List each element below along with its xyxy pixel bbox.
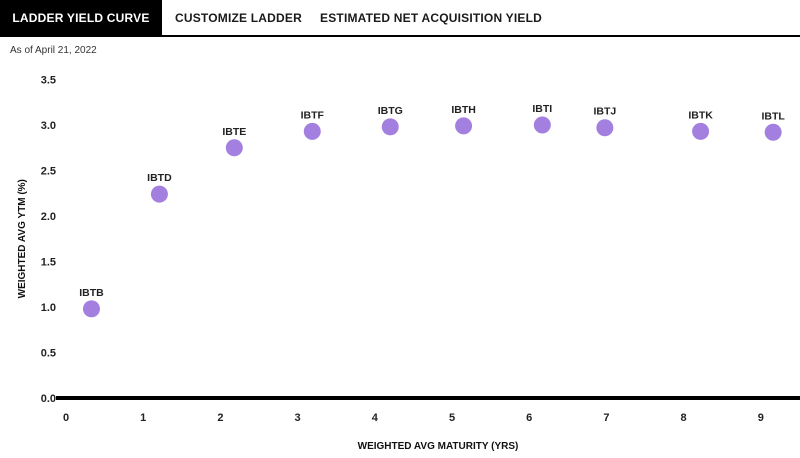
point-label-ibth: IBTH xyxy=(451,104,476,116)
point-label-ibtk: IBTK xyxy=(688,109,713,121)
y-tick-label: 1.5 xyxy=(41,257,56,269)
x-axis-title: WEIGHTED AVG MATURITY (YRS) xyxy=(358,441,519,452)
x-tick-label: 8 xyxy=(681,412,687,424)
y-tick-label: 0.0 xyxy=(41,393,56,405)
point-label-ibtf: IBTF xyxy=(301,109,325,121)
y-tick-label: 2.0 xyxy=(41,211,56,223)
point-label-ibtj: IBTJ xyxy=(593,106,616,118)
data-point-ibtd[interactable] xyxy=(150,185,168,203)
data-point-ibtj[interactable] xyxy=(596,119,614,137)
x-tick-label: 4 xyxy=(372,412,379,424)
tab-customize-ladder[interactable]: CUSTOMIZE LADDER xyxy=(175,11,302,25)
y-tick-label: 3.5 xyxy=(41,75,56,87)
data-point-ibth[interactable] xyxy=(455,117,473,135)
y-tick-label: 3.0 xyxy=(41,120,56,132)
data-point-ibtg[interactable] xyxy=(381,118,399,136)
tab-estimated-net-acquisition-yield[interactable]: ESTIMATED NET ACQUISITION YIELD xyxy=(320,11,542,25)
data-point-ibte[interactable] xyxy=(225,139,243,157)
x-tick-label: 7 xyxy=(603,412,609,424)
point-label-ibtg: IBTG xyxy=(378,105,403,117)
data-point-ibtl[interactable] xyxy=(764,123,782,141)
tab-bar: LADDER YIELD CURVE CUSTOMIZE LADDER ESTI… xyxy=(0,0,800,37)
x-tick-label: 3 xyxy=(295,412,301,424)
y-axis-title: WEIGHTED AVG YTM (%) xyxy=(17,179,28,298)
x-tick-label: 5 xyxy=(449,412,455,424)
data-point-ibtf[interactable] xyxy=(303,122,321,140)
data-point-ibti[interactable] xyxy=(533,116,551,134)
tab-ladder-yield-curve[interactable]: LADDER YIELD CURVE xyxy=(0,0,162,35)
point-label-ibtb: IBTB xyxy=(79,287,104,299)
point-label-ibtd: IBTD xyxy=(147,172,172,184)
y-tick-label: 0.5 xyxy=(41,348,56,360)
y-tick-label: 1.0 xyxy=(41,302,56,314)
data-point-ibtk[interactable] xyxy=(692,122,710,140)
yield-curve-chart: WEIGHTED AVG YTM (%) WEIGHTED AVG MATURI… xyxy=(17,75,800,452)
x-tick-label: 1 xyxy=(140,412,146,424)
x-tick-label: 2 xyxy=(217,412,223,424)
point-label-ibtl: IBTL xyxy=(761,110,785,122)
data-point-ibtb[interactable] xyxy=(82,300,100,318)
point-label-ibte: IBTE xyxy=(222,126,246,138)
x-tick-label: 6 xyxy=(526,412,532,424)
point-label-ibti: IBTI xyxy=(532,103,552,115)
as-of-date: As of April 21, 2022 xyxy=(10,45,97,56)
x-tick-label: 0 xyxy=(63,412,69,424)
y-tick-label: 2.5 xyxy=(41,166,56,178)
x-tick-label: 9 xyxy=(758,412,764,424)
